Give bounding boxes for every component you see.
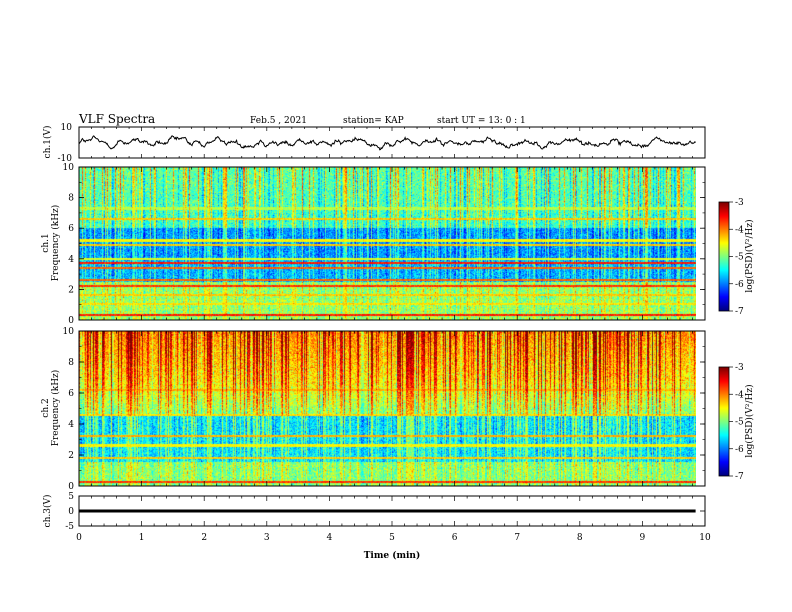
colorbar-tick-label: -4	[735, 225, 744, 235]
y-tick-label: 0	[68, 316, 74, 326]
x-tick-label: 7	[514, 533, 520, 543]
time-axis-label: Time (min)	[364, 550, 421, 561]
ch2-spectrogram-yticks: 0 2 4 6 8 10	[63, 327, 706, 492]
ch3-y-tick-label: -5	[65, 522, 74, 532]
ch3-waveform-yticks: 5 0 -5	[65, 492, 706, 532]
ch1-waveform-panel: 10 -10 ch.1(V)	[42, 123, 706, 164]
chart-title: VLF Spectra	[78, 112, 155, 126]
ch1-spectrogram-yticks: 0 2 4 6 8 10	[63, 163, 706, 326]
ch1-waveform-line	[78, 135, 696, 151]
ch1-waveform-ylabel: ch.1(V)	[42, 126, 53, 159]
x-tick-label: 3	[264, 533, 270, 543]
ch1-spectrogram-panel: 0 2 4 6 8 10 ch.1 Frequency (kHz)	[41, 163, 706, 326]
colorbar-tick-label: -7	[735, 472, 744, 482]
y-tick-label: 4	[68, 420, 74, 430]
x-tick-label: 9	[640, 533, 646, 543]
start-time-label: start UT = 13: 0 : 1	[437, 116, 526, 126]
x-tick-label: 5	[389, 533, 395, 543]
x-tick-label: 6	[452, 533, 458, 543]
y-tick-label: 8	[68, 358, 74, 368]
ch3-y-tick-label: 0	[68, 507, 74, 517]
ch3-waveform-panel: 5 0 -5 ch.3(V)	[42, 492, 706, 532]
ch3-waveform-band	[79, 509, 696, 513]
ch1-colorbar: -3 -4 -5 -6 -7 log(PSD)(V²/Hz)	[718, 198, 755, 317]
ch3-waveform-ylabel: ch.3(V)	[42, 495, 53, 528]
ch2-colorbar-label: log(PSD)(V²/Hz)	[744, 384, 755, 457]
colorbar-tick-label: -4	[735, 390, 744, 400]
x-tick-label: 2	[201, 533, 207, 543]
y-tick-label: 2	[68, 285, 74, 295]
y-tick-label: 10	[63, 163, 75, 173]
ch2-frequency-label: Frequency (kHz)	[50, 370, 61, 447]
ch2-spectrogram-panel: 0 2 4 6 8 10 ch.2 Frequency (kHz)	[41, 327, 706, 492]
y-tick-label: 6	[68, 389, 74, 399]
colorbar-tick-label: -7	[735, 307, 744, 317]
colorbar-tick-label: -6	[735, 280, 744, 290]
time-x-axis: 0 1 2 3 4 5 6 7 8 9 10	[76, 533, 711, 543]
y-tick-label: 10	[63, 327, 75, 337]
x-tick-label: 1	[139, 533, 145, 543]
colorbar-tick-label: -3	[735, 363, 744, 373]
ch1-ytick-bottom: -10	[58, 154, 73, 164]
y-tick-label: 6	[68, 224, 74, 234]
x-tick-label: 4	[327, 533, 333, 543]
ch1-colorbar-label: log(PSD)(V²/Hz)	[744, 219, 755, 292]
ch1-channel-label: ch.1	[41, 233, 51, 252]
y-tick-label: 4	[68, 255, 74, 265]
x-tick-label: 8	[577, 533, 583, 543]
colorbar-tick-label: -5	[735, 253, 744, 263]
ch1-colorbar-ticks: -3 -4 -5 -6 -7	[729, 198, 744, 317]
ch1-colorbar-gradient	[719, 202, 729, 311]
colorbar-tick-label: -3	[735, 198, 744, 208]
y-tick-label: 8	[68, 194, 74, 204]
ch3-y-tick-label: 5	[68, 492, 74, 502]
ch1-spectrogram-image	[79, 167, 696, 320]
ch2-spectrogram-image	[79, 331, 696, 486]
ch2-colorbar-ticks: -3 -4 -5 -6 -7	[729, 363, 744, 482]
y-tick-label: 0	[68, 482, 74, 492]
ch1-waveform-ticks	[78, 127, 706, 158]
ch1-waveform-frame	[78, 126, 706, 159]
station-label: station= KAP	[343, 116, 404, 126]
colorbar-tick-label: -5	[735, 418, 744, 428]
colorbar-tick-label: -6	[735, 445, 744, 455]
ch2-colorbar-gradient	[719, 367, 729, 476]
ch1-ytick-top: 10	[61, 123, 73, 133]
ch2-channel-label: ch.2	[41, 398, 51, 417]
x-tick-label: 10	[699, 533, 711, 543]
ch2-colorbar: -3 -4 -5 -6 -7 log(PSD)(V²/Hz)	[718, 363, 755, 482]
date-label: Feb.5 , 2021	[250, 116, 307, 126]
x-tick-label: 0	[76, 533, 82, 543]
y-tick-label: 2	[68, 451, 74, 461]
ch1-frequency-label: Frequency (kHz)	[50, 205, 61, 282]
